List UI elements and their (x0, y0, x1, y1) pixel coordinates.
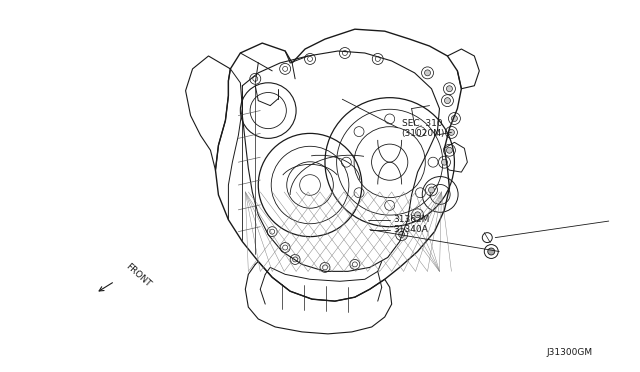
Text: SEC. 310: SEC. 310 (401, 119, 442, 128)
Circle shape (399, 232, 404, 238)
Text: 31362M: 31362M (394, 215, 429, 224)
Circle shape (451, 116, 458, 122)
Text: J31300GM: J31300GM (546, 348, 593, 357)
Circle shape (449, 129, 454, 135)
Circle shape (488, 248, 495, 255)
Circle shape (415, 212, 420, 218)
Circle shape (424, 70, 431, 76)
Circle shape (429, 187, 435, 193)
Circle shape (442, 159, 447, 165)
Text: FRONT: FRONT (124, 262, 152, 289)
Text: 31340A: 31340A (394, 225, 428, 234)
Circle shape (447, 147, 452, 153)
Circle shape (444, 98, 451, 104)
Text: (31020M): (31020M) (401, 129, 445, 138)
Circle shape (447, 86, 452, 92)
